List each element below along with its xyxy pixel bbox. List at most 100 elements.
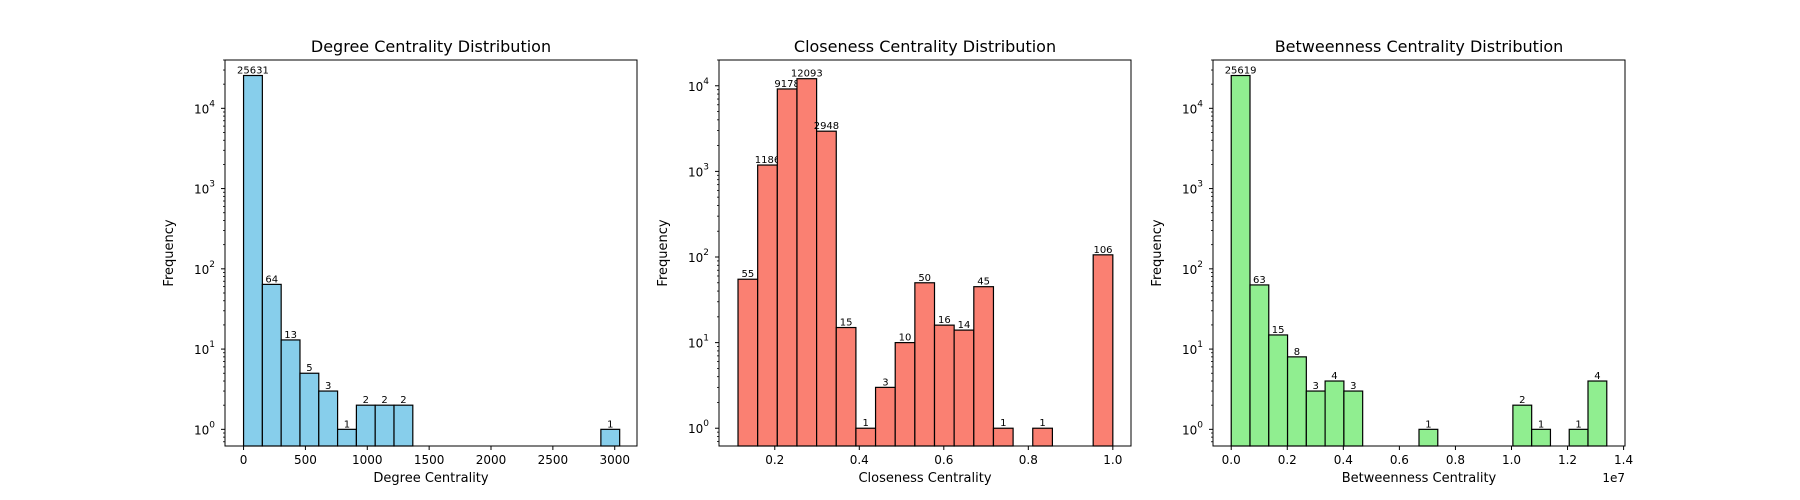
histogram-bar <box>776 88 798 447</box>
bar-count-label: 25619 <box>1225 66 1257 77</box>
y-axis-label: Frequency <box>656 219 671 286</box>
bar-count-label: 106 <box>1093 245 1112 256</box>
y-tick-label: 101 <box>1182 340 1203 357</box>
chart-title: Betweenness Centrality Distribution <box>1275 37 1564 56</box>
x-tick-label: 0.8 <box>1019 453 1038 467</box>
x-tick-label: 0 <box>240 453 248 467</box>
y-tick-label: 104 <box>194 99 215 116</box>
bar-count-label: 2948 <box>814 121 839 132</box>
bar-count-label: 13 <box>284 330 297 341</box>
histogram-bar <box>1418 428 1439 447</box>
histogram-bar <box>1268 334 1289 447</box>
x-tick-label: 0.6 <box>1390 453 1409 467</box>
y-axis-label: Frequency <box>1150 219 1165 286</box>
y-tick-label: 101 <box>688 334 709 351</box>
y-tick-label: 102 <box>1182 260 1203 277</box>
histogram-bar <box>600 428 621 447</box>
histogram-bar <box>1587 380 1608 447</box>
y-axis-label: Frequency <box>162 219 177 286</box>
histogram-bar <box>796 78 818 447</box>
bar-count-label: 1 <box>1575 419 1581 430</box>
y-tick-label: 102 <box>194 260 215 277</box>
y-tick-label: 102 <box>688 248 709 265</box>
x-axis-offset-label: 1e7 <box>1602 471 1625 485</box>
bar-count-label: 15 <box>840 318 853 329</box>
chart-title: Closeness Centrality Distribution <box>794 37 1056 56</box>
x-tick-label: 1000 <box>352 453 383 467</box>
bar-count-label: 1 <box>1538 419 1544 430</box>
y-tick-label: 100 <box>194 420 215 437</box>
y-tick-label: 100 <box>1182 420 1203 437</box>
x-tick-label: 1.0 <box>1103 453 1122 467</box>
x-tick-label: 0.0 <box>1222 453 1241 467</box>
bar-count-label: 14 <box>958 320 971 331</box>
histogram-bar <box>242 74 263 447</box>
histogram-bar <box>355 404 376 447</box>
x-axis-label: Degree Centrality <box>373 471 488 486</box>
histogram-bar <box>1568 428 1589 447</box>
bar-count-label: 55 <box>741 269 754 280</box>
x-axis-label: Closeness Centrality <box>858 471 991 486</box>
x-tick-label: 0.6 <box>934 453 953 467</box>
x-tick-label: 500 <box>294 453 317 467</box>
x-axis-label: Betweenness Centrality <box>1342 471 1497 486</box>
bar-count-label: 63 <box>1253 275 1266 286</box>
y-tick-label: 103 <box>688 162 709 179</box>
histogram-bar <box>1324 380 1345 447</box>
histogram-bar <box>933 324 955 447</box>
bar-count-label: 12093 <box>791 69 823 80</box>
bar-count-label: 1 <box>607 419 613 430</box>
y-tick-label: 104 <box>688 77 709 94</box>
bar-count-label: 50 <box>918 273 931 284</box>
histogram-bar <box>280 339 301 447</box>
axes-frame <box>1212 59 1626 447</box>
chart-panel-1: 25631 64 13 5 3 1 2 2 2 1 0 500 1000 1500 2000 2500 3000… <box>162 37 638 486</box>
histogram-bar <box>299 372 320 447</box>
bar-count-label: 1186 <box>755 155 780 166</box>
histogram-bar <box>374 404 395 447</box>
bar-count-label: 1 <box>1039 418 1045 429</box>
histogram-bar <box>835 326 857 447</box>
histogram-bar <box>1249 284 1270 447</box>
bar-count-label: 10 <box>899 333 912 344</box>
y-tick-label: 103 <box>194 180 215 197</box>
x-tick-label: 0.4 <box>1334 453 1353 467</box>
histogram-bar <box>1032 427 1054 447</box>
y-tick-label: 101 <box>194 340 215 357</box>
x-tick-label: 0.2 <box>1278 453 1297 467</box>
x-tick-label: 1.2 <box>1558 453 1577 467</box>
histogram-bar <box>894 342 916 447</box>
bar-count-label: 1 <box>1425 419 1431 430</box>
x-tick-label: 1.0 <box>1502 453 1521 467</box>
x-tick-label: 3000 <box>599 453 630 467</box>
bar-count-label: 4 <box>1331 371 1337 382</box>
histogram-bar <box>1305 390 1326 447</box>
chart-title: Degree Centrality Distribution <box>311 37 551 56</box>
histogram-bar <box>874 386 896 447</box>
histogram-bar <box>1531 428 1552 447</box>
histogram-bar <box>953 329 975 447</box>
bar-count-label: 2 <box>363 395 369 406</box>
y-tick-label: 103 <box>1182 180 1203 197</box>
histogram-bar <box>393 404 414 447</box>
x-tick-label: 2500 <box>538 453 569 467</box>
histogram-bar <box>1230 74 1251 447</box>
histogram-bar <box>757 164 778 447</box>
bar-count-label: 2 <box>400 395 406 406</box>
histogram-bar <box>1343 390 1364 447</box>
histogram-bar <box>855 427 877 447</box>
histogram-bar <box>1286 356 1307 447</box>
bar-count-label: 3 <box>882 377 888 388</box>
bar-count-label: 16 <box>938 315 951 326</box>
histogram-bar <box>336 428 357 447</box>
bar-count-label: 3 <box>1313 381 1319 392</box>
bar-count-label: 15 <box>1272 325 1285 336</box>
x-tick-label: 1.4 <box>1614 453 1633 467</box>
x-tick-label: 0.8 <box>1446 453 1465 467</box>
bar-count-label: 8 <box>1294 347 1300 358</box>
histogram-bar <box>914 282 936 447</box>
bar-count-label: 3 <box>1350 381 1356 392</box>
histogram-bar <box>973 286 995 447</box>
